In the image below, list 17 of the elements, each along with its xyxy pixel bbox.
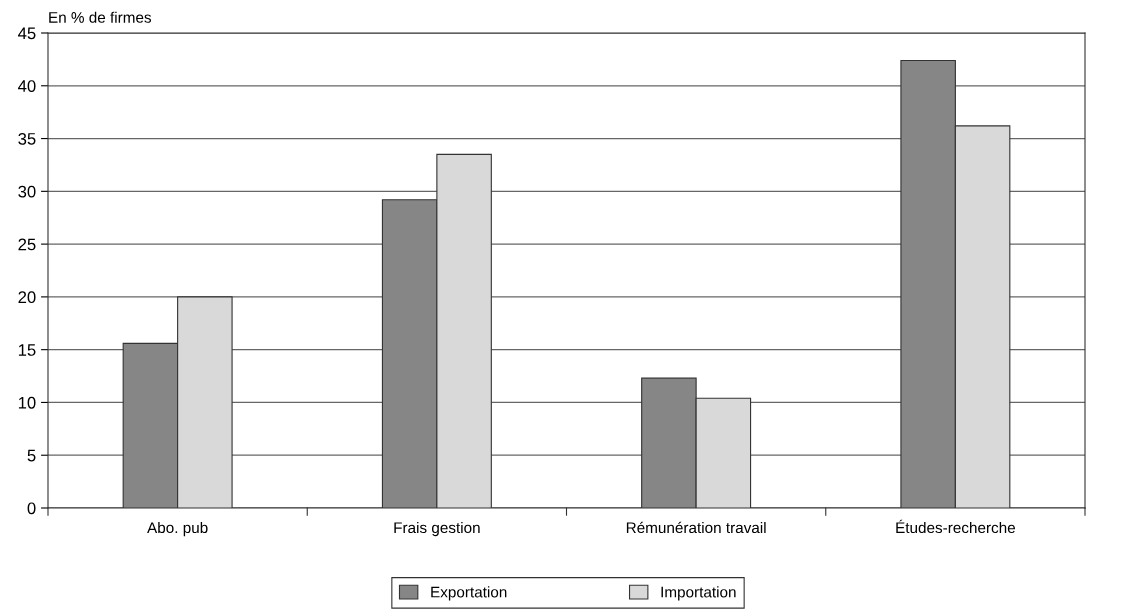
x-tick-label: Études-recherche <box>896 519 1015 534</box>
y-tick-label: 45 <box>18 27 36 40</box>
y-tick-label: 40 <box>18 80 36 92</box>
x-tick-label: Rémunération travail <box>626 521 766 534</box>
y-tick-label: 5 <box>27 449 36 462</box>
y-tick-label: 35 <box>18 132 36 145</box>
y-tick-label: 20 <box>18 291 36 304</box>
y-axis-title: En % de firmes <box>49 11 152 23</box>
legend-label: Exportation <box>431 586 507 601</box>
y-tick-label: 25 <box>18 238 36 251</box>
x-tick-label: Frais gestion <box>394 521 480 537</box>
x-tick-label: Abo. pub <box>147 521 208 537</box>
y-tick-label: 0 <box>27 502 36 515</box>
y-tick-label: 30 <box>18 185 36 198</box>
y-tick-label: 15 <box>18 344 36 356</box>
legend-label: Importation <box>661 586 736 601</box>
y-tick-label: 10 <box>18 396 36 409</box>
